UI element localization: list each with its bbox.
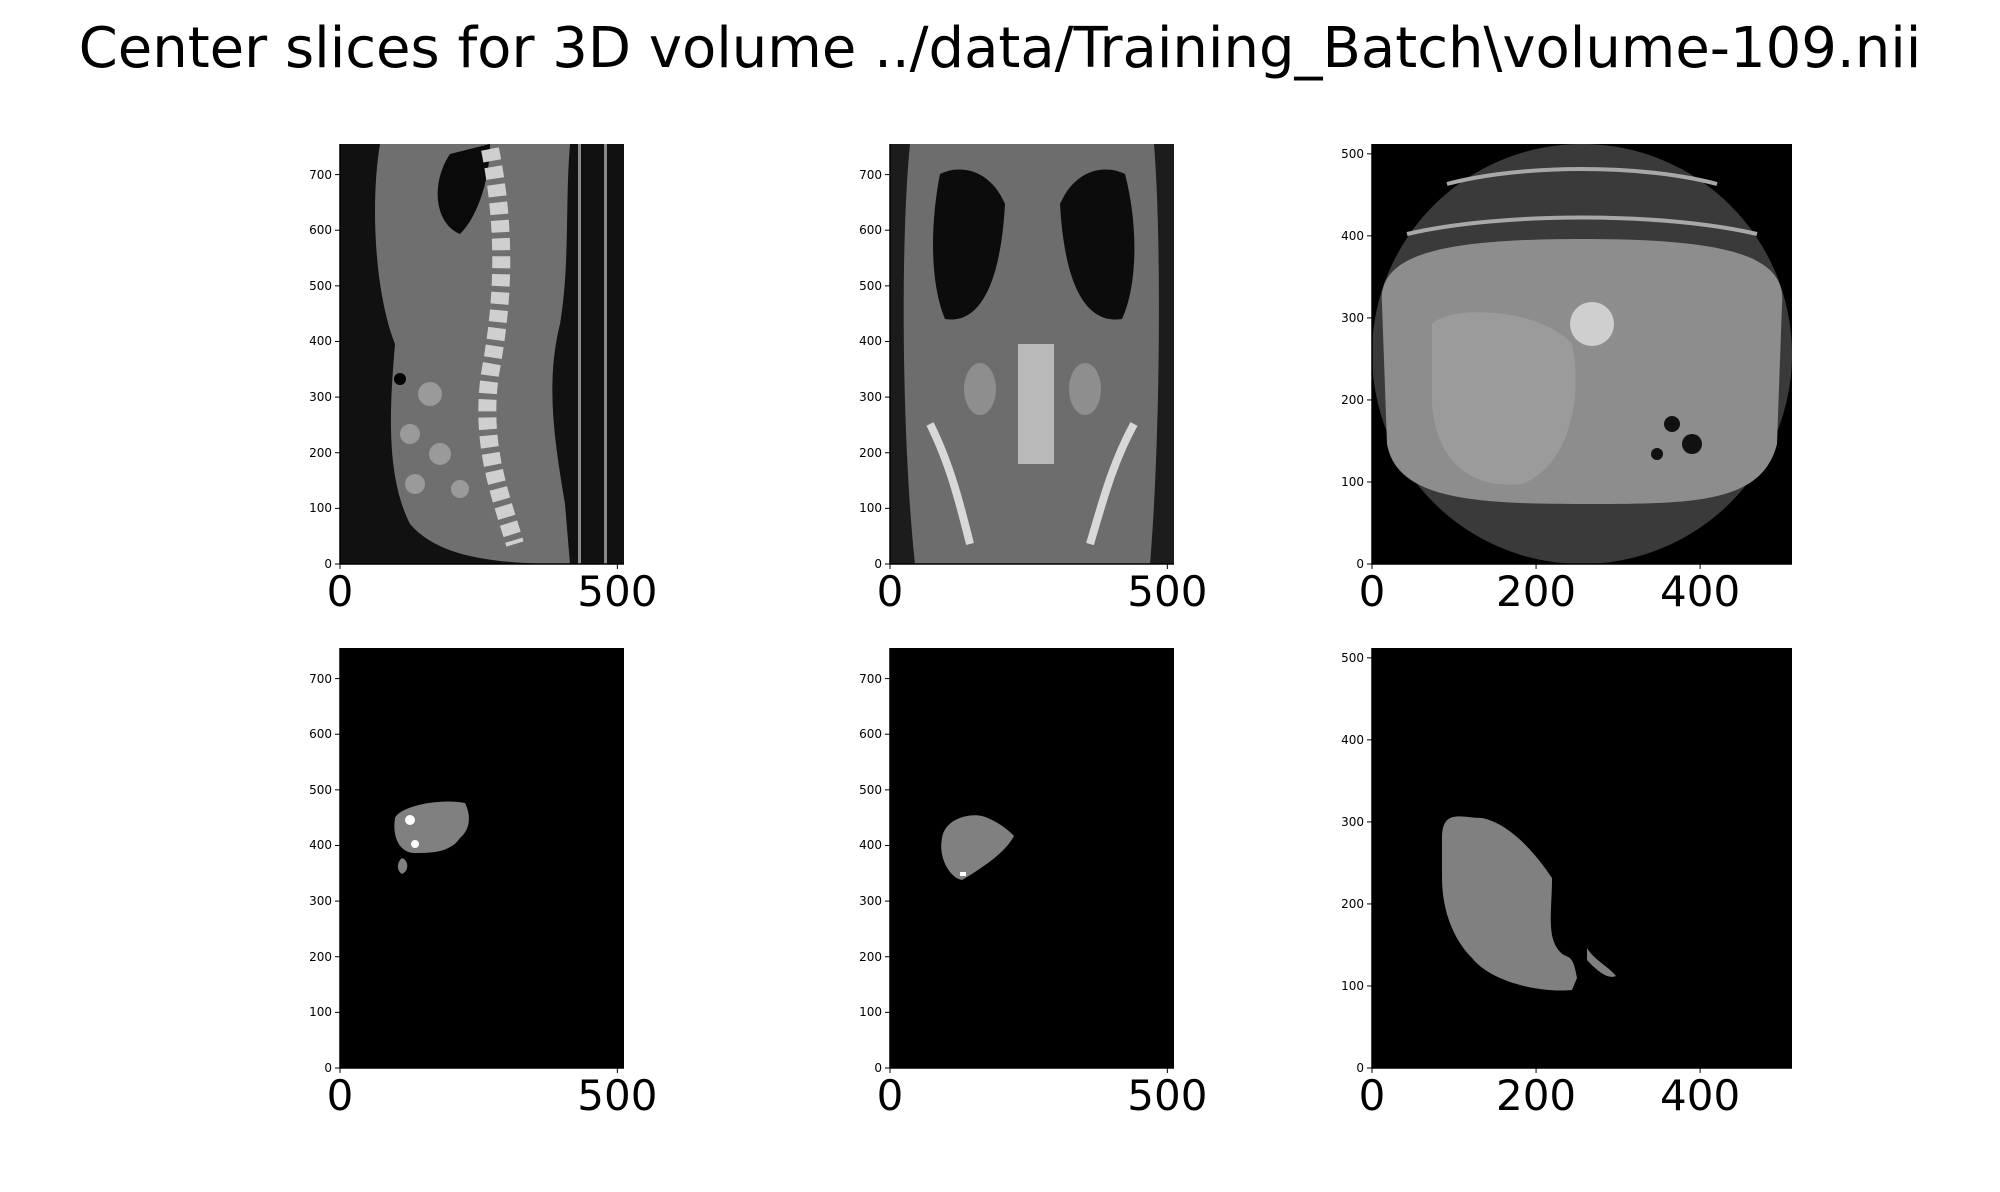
panel-coronal-mask: 0 100 200 300 400 500 600 700 0 500 <box>859 648 1207 1120</box>
panel-sagittal-mask: 0 100 200 300 400 500 600 700 0 500 <box>309 648 657 1120</box>
x-tick-label: 0 <box>326 1071 354 1120</box>
y-tick-label: 0 <box>874 557 882 571</box>
x-tick-label: 0 <box>326 567 354 616</box>
y-tick-label: 400 <box>859 334 882 349</box>
panel-sagittal-ct: 0 100 200 300 400 500 600 700 0 500 <box>309 144 657 616</box>
y-tick-label: 100 <box>1341 474 1364 489</box>
y-tick-label: 200 <box>309 445 332 460</box>
y-tick-label: 0 <box>874 1061 882 1075</box>
y-tick-label: 200 <box>1341 896 1364 911</box>
y-tick-label: 700 <box>309 167 332 182</box>
coronal-mask-image <box>885 648 1174 1073</box>
y-tick-label: 300 <box>309 894 332 909</box>
x-tick-label: 400 <box>1660 1071 1741 1120</box>
y-tick-label: 300 <box>1341 310 1364 325</box>
y-tick-label: 100 <box>859 501 882 516</box>
y-tick-label: 0 <box>1356 557 1364 571</box>
y-tick-label: 600 <box>859 223 882 238</box>
figure-title: Center slices for 3D volume ../data/Trai… <box>78 16 1922 81</box>
sagittal-ct-image <box>335 144 624 569</box>
y-tick-label: 500 <box>1341 146 1364 161</box>
y-tick-label: 300 <box>859 894 882 909</box>
y-tick-label: 500 <box>859 278 882 293</box>
axial-ct-image <box>1367 144 1792 569</box>
x-tick-label: 500 <box>1127 567 1208 616</box>
y-tick-label: 400 <box>1341 228 1364 243</box>
y-tick-label: 400 <box>859 838 882 853</box>
panel-axial-mask: 0 100 200 300 400 500 0 200 400 <box>1341 648 1792 1120</box>
panel-coronal-ct: 0 100 200 300 400 500 600 700 0 500 <box>859 144 1207 616</box>
x-tick-label: 500 <box>577 1071 658 1120</box>
y-tick-label: 600 <box>309 223 332 238</box>
y-tick-label: 400 <box>309 838 332 853</box>
y-tick-label: 100 <box>859 1005 882 1020</box>
y-tick-label: 700 <box>859 167 882 182</box>
y-tick-label: 500 <box>859 782 882 797</box>
y-tick-label: 200 <box>309 949 332 964</box>
x-tick-label: 200 <box>1495 567 1577 616</box>
y-tick-label: 700 <box>309 671 332 686</box>
x-tick-label: 500 <box>577 567 658 616</box>
y-tick-label: 600 <box>859 727 882 742</box>
y-tick-label: 200 <box>1341 392 1364 407</box>
y-tick-label: 200 <box>859 445 882 460</box>
y-tick-label: 300 <box>859 390 882 405</box>
y-tick-label: 200 <box>859 949 882 964</box>
x-tick-label: 200 <box>1495 1071 1577 1120</box>
y-tick-label: 100 <box>1341 978 1364 993</box>
y-tick-label: 0 <box>1356 1061 1364 1075</box>
x-tick-label: 0 <box>1358 567 1386 616</box>
x-tick-label: 500 <box>1127 1071 1208 1120</box>
x-tick-label: 0 <box>876 567 904 616</box>
y-tick-label: 500 <box>1341 650 1364 665</box>
x-tick-label: 400 <box>1660 567 1741 616</box>
y-tick-label: 400 <box>309 334 332 349</box>
y-tick-label: 500 <box>309 782 332 797</box>
x-tick-label: 0 <box>1358 1071 1386 1120</box>
x-tick-label: 0 <box>876 1071 904 1120</box>
y-tick-label: 300 <box>309 390 332 405</box>
coronal-ct-image <box>885 144 1174 569</box>
y-tick-label: 300 <box>1341 814 1364 829</box>
y-tick-label: 500 <box>309 278 332 293</box>
y-tick-label: 600 <box>309 727 332 742</box>
y-tick-label: 100 <box>309 501 332 516</box>
axial-mask-image <box>1367 648 1792 1073</box>
sagittal-mask-image <box>335 648 624 1073</box>
panel-axial-ct: 0 100 200 300 400 500 0 200 400 <box>1341 144 1792 616</box>
y-tick-label: 0 <box>324 557 332 571</box>
y-tick-label: 0 <box>324 1061 332 1075</box>
y-tick-label: 700 <box>859 671 882 686</box>
y-tick-label: 400 <box>1341 732 1364 747</box>
y-tick-label: 100 <box>309 1005 332 1020</box>
